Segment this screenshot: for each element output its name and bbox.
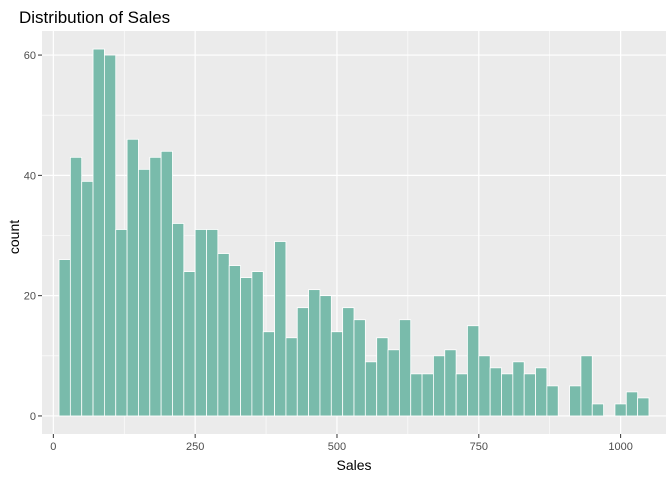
histogram-bar [523,373,536,417]
histogram-bar [433,355,446,417]
y-tick-label: 20 [24,291,36,303]
histogram-bar [206,229,219,417]
x-tick-label: 500 [328,441,346,453]
histogram-bar [217,253,230,417]
histogram-bar [194,229,207,417]
histogram-bar [138,168,151,417]
histogram-bar [501,373,514,417]
x-tick-label: 0 [50,441,56,453]
chart-title: Distribution of Sales [19,8,170,27]
histogram-bar [126,138,139,417]
histogram-bar [308,289,321,417]
x-axis-title: Sales [336,457,371,473]
histogram-bar [183,271,196,417]
y-tick-label: 60 [24,50,36,62]
histogram-bar [274,241,287,417]
histogram-bar [296,307,310,417]
x-tick-label: 250 [186,441,204,453]
histogram-bar [410,373,423,417]
histogram-bars [58,48,650,417]
histogram-bar [160,150,173,417]
histogram-bar [535,367,548,417]
histogram-bar [467,325,480,417]
y-tick-label: 40 [24,170,36,182]
histogram-bar [364,361,378,417]
histogram-bar [614,403,627,417]
x-axis: 0 250 500 750 1000 [50,434,633,453]
histogram-bar [625,391,639,417]
histogram-bar [285,337,298,417]
histogram-bar [444,349,457,417]
y-axis-title: count [6,220,22,254]
histogram-bar [330,331,344,417]
histogram-bar [478,355,491,417]
histogram-bar [637,397,650,417]
histogram-bar [489,367,502,417]
histogram-bar [591,403,604,417]
histogram-bar [262,331,275,417]
histogram-bar [580,355,593,417]
histogram-bar [455,373,468,417]
histogram-bar [512,361,525,417]
histogram-bar [398,319,412,417]
x-tick-label: 1000 [608,441,632,453]
histogram-bar [376,337,389,417]
histogram-bar [353,319,366,417]
x-tick-label: 750 [470,441,488,453]
histogram-bar [81,180,94,417]
histogram-bar [115,229,128,417]
histogram-bar [421,373,434,417]
y-tick-label: 0 [30,411,36,423]
histogram-bar [58,259,71,417]
histogram-bar [342,307,355,417]
histogram-bar [546,385,559,417]
histogram-bar [251,271,264,417]
histogram-bar [92,48,105,417]
histogram-bar [149,156,162,417]
histogram-bar [569,385,582,417]
histogram-bar [228,265,241,417]
histogram-bar [104,54,117,417]
histogram-bar [387,349,400,417]
y-axis: 0 20 40 60 [24,50,42,423]
histogram-bar [319,295,332,417]
histogram-bar [172,223,185,417]
histogram-bar [69,156,83,417]
histogram-bar [240,277,253,417]
